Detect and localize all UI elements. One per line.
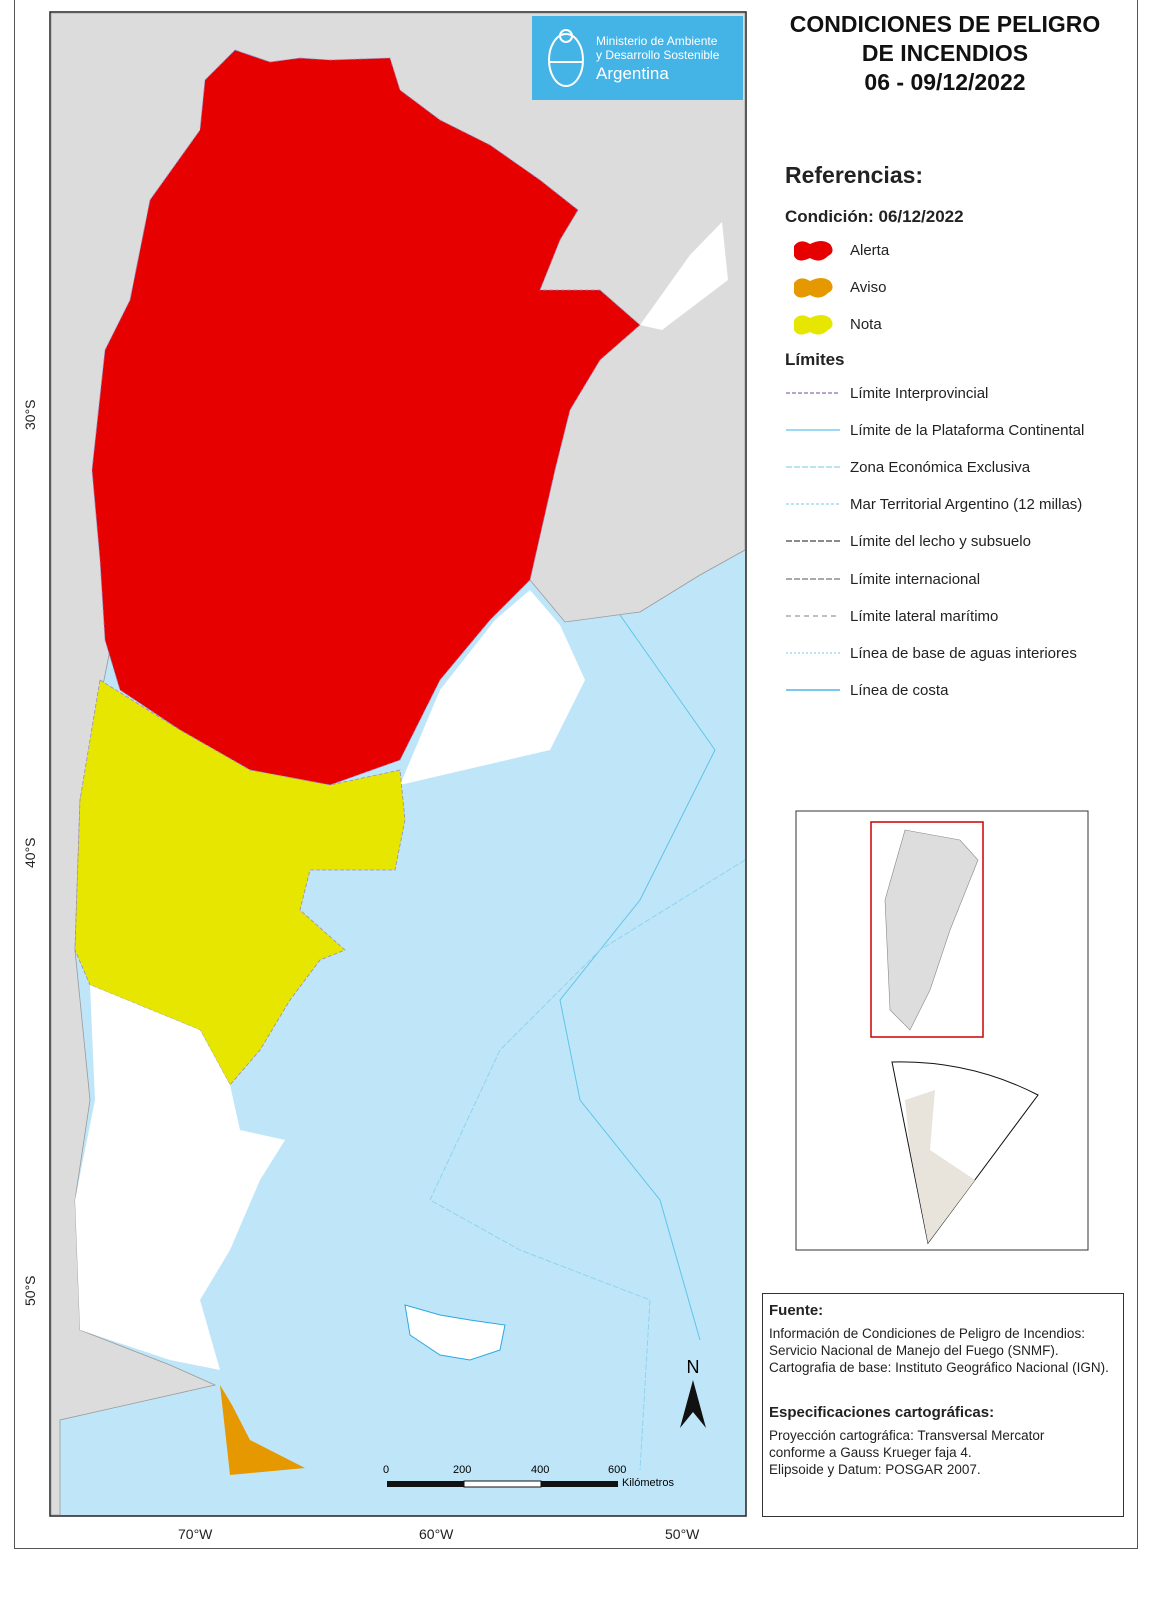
logo-text: y Desarrollo Sostenible: [596, 48, 720, 62]
legend-label: Límite del lecho y subsuelo: [850, 533, 1031, 551]
legend-label: Línea de costa: [850, 681, 949, 699]
north-label: N: [687, 1357, 700, 1377]
legend-line-icon: [786, 392, 840, 394]
lat-label: 50°S: [22, 1275, 38, 1306]
legend-line-icon: [786, 614, 840, 617]
lon-label: 50°W: [665, 1526, 700, 1542]
source-text: Cartografia de base: Instituto Geográfic…: [769, 1360, 1109, 1375]
legend-label: Línea de base de aguas interiores: [850, 644, 1077, 662]
legend-heading: Referencias:: [785, 162, 924, 188]
legend-label: Límite internacional: [850, 570, 981, 588]
scale-unit: Kilómetros: [622, 1477, 674, 1489]
lat-label: 40°S: [22, 837, 38, 868]
scale-tick: 600: [608, 1464, 627, 1476]
scale-tick: 200: [453, 1464, 472, 1476]
legend-label: Mar Territorial Argentino (12 millas): [850, 496, 1083, 514]
legend-swatch-icon: [794, 241, 833, 261]
scale-bar: [387, 1480, 618, 1488]
region-aviso: [220, 1385, 305, 1475]
legend-limit-item: Mar Territorial Argentino (12 millas): [786, 495, 1082, 518]
legend-label: Nota: [850, 316, 882, 333]
map-title: CONDICIONES DE PELIGRO DE INCENDIOS 06 -…: [760, 10, 1130, 97]
legend-line-icon: [786, 540, 840, 543]
legend-line-icon: [786, 429, 840, 431]
logo-text: Ministerio de Ambiente: [596, 34, 718, 48]
lat-label: 30°S: [22, 399, 38, 430]
lon-label: 70°W: [178, 1526, 213, 1542]
scale-tick: 400: [531, 1464, 550, 1476]
spec-heading: Especificaciones cartográficas:: [769, 1404, 995, 1421]
legend-condition-item: Alerta: [790, 238, 889, 269]
legend-limit-item: Límite de la Plataforma Continental: [786, 421, 1084, 444]
source-heading: Fuente:: [769, 1302, 824, 1319]
legend-label: Alerta: [850, 242, 890, 259]
spec-text: Elipsoide y Datum: POSGAR 2007.: [769, 1462, 981, 1477]
title-line: CONDICIONES DE PELIGRO: [789, 11, 1101, 37]
legend-label: Aviso: [850, 279, 887, 296]
inset-map: [795, 810, 1089, 1251]
region-unclassified-misiones: [640, 222, 728, 330]
legend-line-icon: [786, 689, 840, 691]
north-arrow: N: [680, 1357, 706, 1428]
legend-label: Límite Interprovincial: [850, 385, 989, 402]
legend-label: Límite lateral marítimo: [850, 607, 999, 625]
legend-swatch-icon: [794, 278, 833, 298]
legend-line-icon: [786, 503, 840, 505]
legend-limit-item: Línea de base de aguas interiores: [786, 644, 1077, 667]
eez-line: [429, 859, 746, 1471]
source-box: Fuente: Información de Condiciones de Pe…: [762, 1293, 1124, 1517]
scale-tick: 0: [383, 1464, 390, 1476]
source-text: Información de Condiciones de Peligro de…: [769, 1326, 1085, 1358]
limits-heading: Límites: [785, 350, 845, 369]
legend-line-icon: [786, 652, 840, 654]
spec-text: Proyección cartográfica: Transversal Mer…: [769, 1428, 1045, 1443]
legend-line-icon: [786, 466, 840, 468]
ministry-logo: Ministerio de Ambiente y Desarrollo Soste…: [532, 16, 743, 100]
lon-label: 60°W: [419, 1526, 454, 1542]
title-line: DE INCENDIOS: [861, 40, 1029, 66]
legend-limit-item: Límite del lecho y subsuelo: [786, 532, 1031, 555]
region-unclassified-patagonia: [75, 985, 285, 1370]
legend-limit-item: Línea de costa: [786, 681, 948, 704]
legend-limit-item: Límite internacional: [786, 570, 980, 593]
condition-heading: Condición: 06/12/2022: [785, 207, 964, 226]
legend-label: Límite de la Plataforma Continental: [850, 422, 1085, 440]
page-frame: [14, 0, 1138, 1549]
region-alerta: [91, 49, 641, 786]
legend-label: Zona Económica Exclusiva: [850, 459, 1031, 477]
spec-text: conforme a Gauss Krueger faja 4.: [769, 1445, 972, 1460]
title-date: 06 - 09/12/2022: [864, 69, 1026, 95]
region-unclassified-buenos-aires: [400, 590, 585, 785]
malvinas-islands: [404, 1304, 506, 1361]
legend-swatch-icon: [794, 315, 833, 335]
logo-country: Argentina: [596, 64, 669, 83]
legend-condition-item: Nota: [790, 312, 882, 343]
legend-line-icon: [786, 577, 840, 580]
legend-condition-item: Aviso: [790, 275, 886, 306]
continental-shelf-line: [559, 614, 716, 1341]
coat-of-arms-icon: [548, 29, 584, 87]
legend-limit-item: Límite lateral marítimo: [786, 607, 998, 630]
legend-limit-item: Zona Económica Exclusiva: [786, 458, 1030, 481]
legend-limit-item: Límite Interprovincial: [786, 384, 988, 407]
